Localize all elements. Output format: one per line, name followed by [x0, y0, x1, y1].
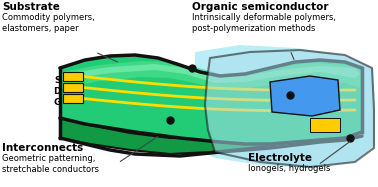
Text: Interconnects: Interconnects: [2, 143, 83, 153]
Text: Geometric patterning,
stretchable conductors: Geometric patterning, stretchable conduc…: [2, 154, 99, 174]
FancyBboxPatch shape: [63, 83, 83, 92]
Text: D: D: [54, 87, 61, 96]
Text: G: G: [54, 98, 61, 107]
Polygon shape: [205, 50, 374, 167]
Text: Electrolyte: Electrolyte: [248, 153, 312, 163]
Polygon shape: [62, 61, 360, 90]
Text: Ionogels, hydrogels: Ionogels, hydrogels: [248, 164, 330, 173]
Text: Intrinsically deformable polymers,
post-polymerization methods: Intrinsically deformable polymers, post-…: [192, 13, 336, 33]
Polygon shape: [188, 45, 375, 168]
Polygon shape: [270, 76, 340, 116]
FancyBboxPatch shape: [310, 118, 340, 132]
Polygon shape: [60, 55, 362, 144]
Text: Substrate: Substrate: [2, 2, 60, 12]
Text: S: S: [54, 76, 61, 85]
Polygon shape: [62, 64, 360, 83]
Polygon shape: [60, 118, 362, 154]
FancyBboxPatch shape: [63, 72, 83, 81]
Text: Organic semiconductor: Organic semiconductor: [192, 2, 328, 12]
FancyBboxPatch shape: [63, 94, 83, 103]
Text: Commodity polymers,
elastomers, paper: Commodity polymers, elastomers, paper: [2, 13, 95, 33]
